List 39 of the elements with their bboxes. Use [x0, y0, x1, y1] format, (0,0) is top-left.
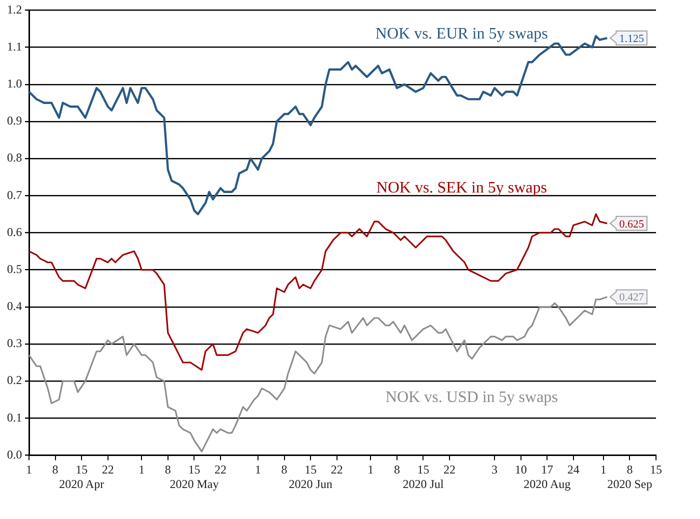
y-tick-label: 0.6 [7, 224, 22, 239]
x-tick-label: 15 [650, 462, 662, 477]
x-tick-label: 3 [492, 462, 498, 477]
y-tick-label: 0.9 [7, 114, 22, 128]
x-tick-label: 10 [514, 462, 527, 477]
text: NOK vs. USD in 5y swaps [385, 389, 558, 406]
y-tick-label: 0.8 [7, 150, 22, 165]
data-label: 0.625 [619, 218, 644, 230]
y-tick-label: 0.1 [7, 410, 22, 424]
x-tick-label: 1 [255, 462, 262, 477]
y-tick-label: 1.2 [7, 2, 22, 16]
y-tick-label: 0.3 [7, 336, 22, 350]
data-label: 0.427 [619, 292, 644, 304]
series-label: NOK vs. SEK in 5y swaps [376, 179, 547, 196]
x-tick-label: 22 [444, 462, 456, 477]
y-tick-label: 0.2 [7, 373, 22, 388]
x-tick-label: 1 [26, 462, 32, 477]
x-tick-label: 24 [567, 462, 580, 477]
x-tick-label: 1 [368, 462, 374, 477]
data-label: 1.125 [619, 32, 644, 45]
x-tick-label: 15 2020 Jul [402, 462, 444, 491]
y-tick-label: 0.5 [7, 262, 22, 276]
x-tick-label: 8 [281, 462, 288, 477]
x-tick-label: 8 [52, 462, 58, 477]
x-tick-label: 22 [330, 462, 343, 477]
y-tick-label: 0.0 [7, 447, 22, 462]
x-tick-label: 22 [102, 462, 114, 477]
y-tick-label: 0.7 [7, 188, 22, 202]
x-tick-label: 15 2020 Jun [288, 462, 332, 491]
x-tick-label: 8 [164, 462, 171, 477]
x-tick-label: 22 [214, 462, 226, 477]
x-tick-label: 1 [138, 462, 145, 477]
y-tick-label: 0.4 [7, 299, 22, 314]
y-tick-label: 1.1 [7, 39, 22, 54]
x-tick-label: 8 2020 Sep [607, 462, 652, 491]
series-label: NOK vs. EUR in 5y swaps [375, 25, 548, 42]
x-tick-label: 8 [394, 462, 400, 477]
x-tick-label: 1 [600, 462, 606, 477]
y-tick-label: 1.0 [7, 76, 22, 91]
